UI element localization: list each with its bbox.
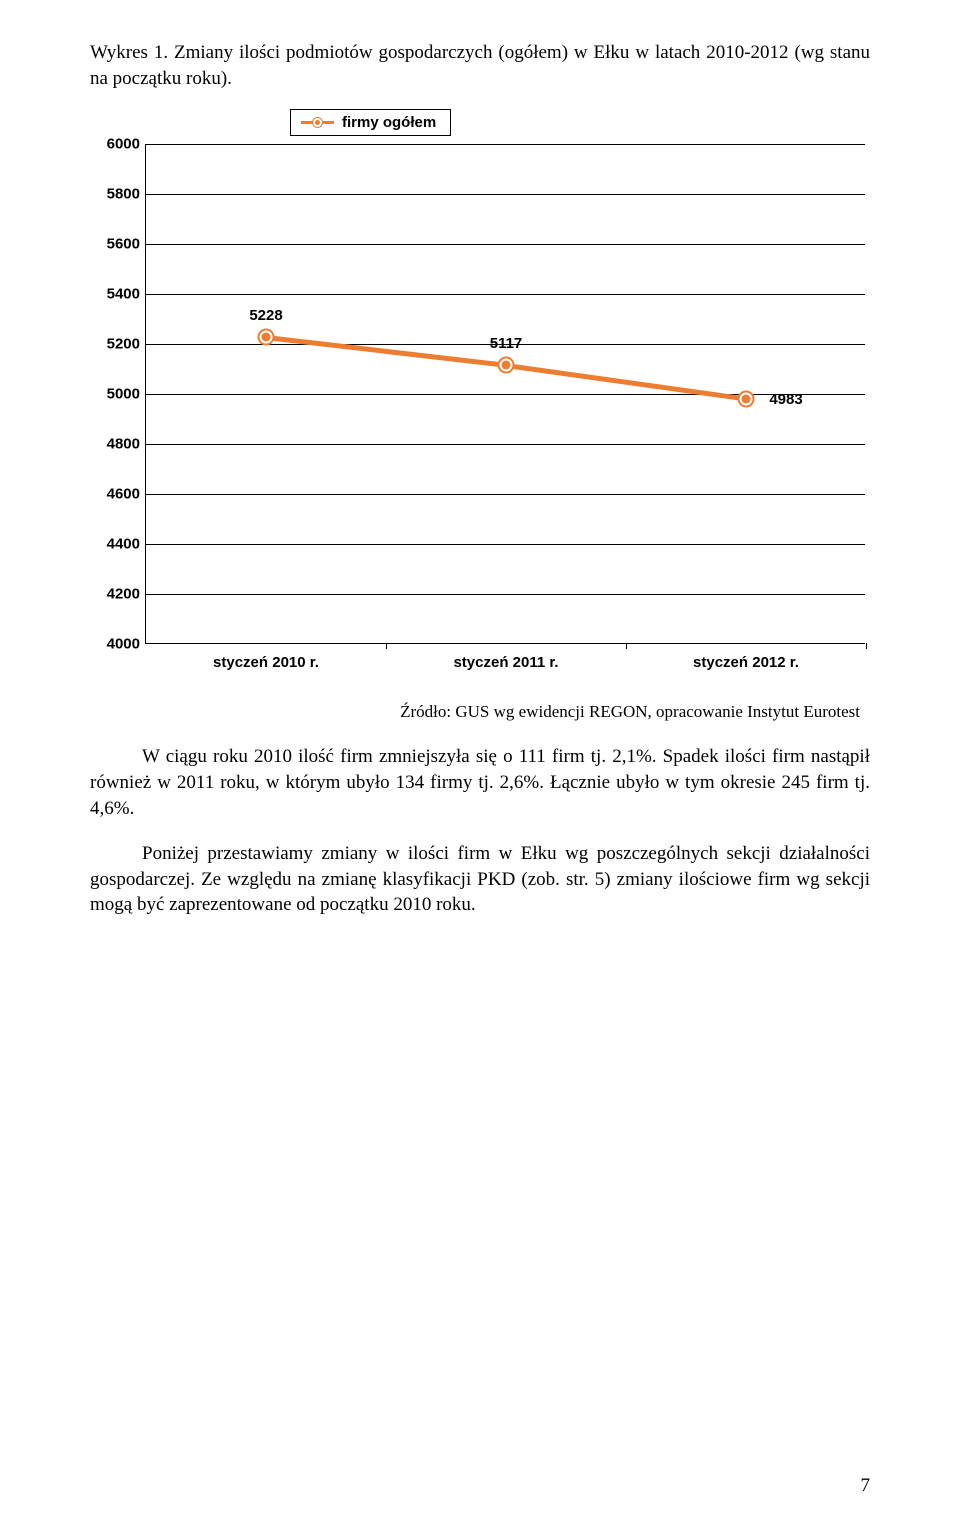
gridline xyxy=(146,294,865,295)
y-axis-label: 4600 xyxy=(90,486,140,503)
paragraph-2: Poniżej przestawiamy zmiany w ilości fir… xyxy=(90,841,870,918)
gridline xyxy=(146,194,865,195)
line-chart: styczeń 2010 r.styczeń 2011 r.styczeń 20… xyxy=(90,144,870,674)
x-tick xyxy=(626,643,627,649)
y-axis-label: 4200 xyxy=(90,586,140,603)
y-axis-label: 4800 xyxy=(90,436,140,453)
y-axis-label: 4400 xyxy=(90,536,140,553)
page-number: 7 xyxy=(861,1475,871,1497)
chart-marker xyxy=(740,392,753,405)
chart-marker xyxy=(260,331,273,344)
plot-area: styczeń 2010 r.styczeń 2011 r.styczeń 20… xyxy=(145,144,865,644)
x-axis-label: styczeń 2010 r. xyxy=(146,654,386,671)
legend-label: firmy ogółem xyxy=(342,114,436,131)
chart-legend: firmy ogółem xyxy=(290,109,451,136)
y-axis-label: 5000 xyxy=(90,386,140,403)
gridline xyxy=(146,594,865,595)
chart-source: Źródło: GUS wg ewidencji REGON, opracowa… xyxy=(90,702,870,722)
chart-line-segment xyxy=(266,335,507,368)
chart-title: Wykres 1. Zmiany ilości podmiotów gospod… xyxy=(90,40,870,91)
chart-value-label: 5117 xyxy=(490,335,523,352)
gridline xyxy=(146,544,865,545)
gridline xyxy=(146,444,865,445)
gridline xyxy=(146,144,865,145)
chart-value-label: 4983 xyxy=(769,391,802,408)
y-axis-label: 5200 xyxy=(90,336,140,353)
paragraph-1: W ciągu roku 2010 ilość firm zmniejszyła… xyxy=(90,744,870,821)
x-tick xyxy=(866,643,867,649)
legend-swatch xyxy=(301,118,334,127)
y-axis-label: 5600 xyxy=(90,236,140,253)
gridline xyxy=(146,494,865,495)
y-axis-label: 5800 xyxy=(90,186,140,203)
gridline xyxy=(146,394,865,395)
x-axis-label: styczeń 2012 r. xyxy=(626,654,866,671)
chart-value-label: 5228 xyxy=(249,307,282,324)
y-axis-label: 6000 xyxy=(90,136,140,153)
y-axis-label: 4000 xyxy=(90,636,140,653)
gridline xyxy=(146,244,865,245)
x-tick xyxy=(386,643,387,649)
x-axis-label: styczeń 2011 r. xyxy=(386,654,626,671)
chart-marker xyxy=(500,359,513,372)
y-axis-label: 5400 xyxy=(90,286,140,303)
